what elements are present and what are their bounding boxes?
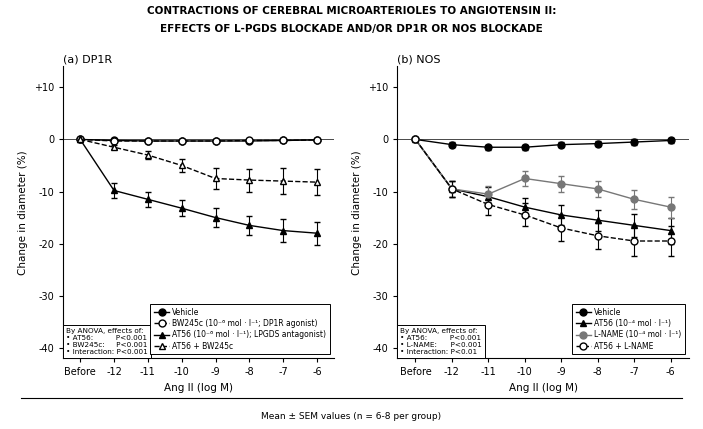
X-axis label: Ang II (log M): Ang II (log M): [508, 383, 578, 393]
Y-axis label: Change in diameter (%): Change in diameter (%): [352, 150, 362, 275]
Text: By ANOVA, effects of:
• AT56:          P<0.001
• BW245c:     P<0.001
• Interacti: By ANOVA, effects of: • AT56: P<0.001 • …: [66, 328, 148, 355]
Text: (b) NOS: (b) NOS: [397, 54, 441, 64]
Legend: Vehicle, BW245c (10⁻⁶ mol · l⁻¹; DP1R agonist), AT56 (10⁻⁶ mol · l⁻¹); LPGDS ant: Vehicle, BW245c (10⁻⁶ mol · l⁻¹; DP1R ag…: [150, 304, 330, 354]
Text: CONTRACTIONS OF CEREBRAL MICROARTERIOLES TO ANGIOTENSIN II:: CONTRACTIONS OF CEREBRAL MICROARTERIOLES…: [147, 6, 556, 16]
Text: Mean ± SEM values (n = 6-8 per group): Mean ± SEM values (n = 6-8 per group): [262, 412, 441, 421]
X-axis label: Ang II (log M): Ang II (log M): [164, 383, 233, 393]
Legend: Vehicle, AT56 (10⁻⁴ mol · l⁻¹), L-NAME (10⁻⁴ mol · l⁻¹), AT56 + L-NAME: Vehicle, AT56 (10⁻⁴ mol · l⁻¹), L-NAME (…: [572, 304, 685, 354]
Text: By ANOVA, effects of:
• AT56:          P<0.001
• L-NAME:      P<0.001
• Interact: By ANOVA, effects of: • AT56: P<0.001 • …: [400, 328, 482, 355]
Y-axis label: Change in diameter (%): Change in diameter (%): [18, 150, 28, 275]
Text: EFFECTS OF L-PGDS BLOCKADE AND/OR DP1R OR NOS BLOCKADE: EFFECTS OF L-PGDS BLOCKADE AND/OR DP1R O…: [160, 24, 543, 33]
Text: (a) DP1R: (a) DP1R: [63, 54, 112, 64]
